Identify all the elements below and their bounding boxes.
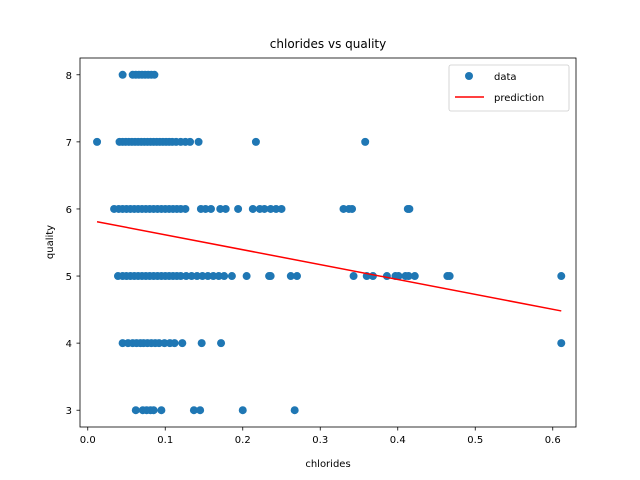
data-point (227, 272, 236, 281)
data-point (186, 137, 195, 146)
y-axis-ticks: 3 4 5 6 7 8 (66, 71, 80, 417)
data-point (557, 272, 566, 281)
data-point (404, 272, 413, 281)
data-point (93, 137, 102, 146)
data-point (149, 406, 158, 415)
data-point (196, 406, 205, 415)
plot-frame (79, 57, 577, 428)
y-tick-label: 6 (66, 205, 72, 216)
x-axis-label: chlorides (305, 459, 350, 470)
data-point (157, 406, 166, 415)
data-point (194, 137, 203, 146)
data-point (266, 272, 275, 281)
x-tick-label: 0.5 (467, 435, 483, 446)
y-axis-label: quality (45, 225, 56, 259)
data-point (394, 272, 403, 281)
y-tick-label: 4 (66, 339, 72, 350)
data-point (220, 272, 229, 281)
data-point (290, 406, 299, 415)
legend-data-marker (465, 72, 473, 80)
data-point (361, 137, 370, 146)
data-point (260, 204, 269, 213)
data-point (197, 339, 206, 348)
data-point (382, 272, 391, 281)
y-tick-label: 5 (66, 272, 72, 283)
data-point (248, 204, 257, 213)
data-point (189, 406, 198, 415)
legend: data prediction (448, 64, 570, 112)
legend-data-label: data (494, 72, 517, 83)
data-point (217, 339, 226, 348)
data-point (445, 272, 454, 281)
data-point (557, 339, 566, 348)
data-point (251, 137, 260, 146)
data-point (178, 339, 187, 348)
x-axis-ticks: 0.0 0.1 0.2 0.3 0.4 0.5 0.6 (80, 427, 561, 446)
data-point (118, 70, 127, 79)
x-tick-label: 0.1 (157, 435, 173, 446)
y-tick-label: 8 (66, 71, 72, 82)
x-tick-label: 0.0 (80, 435, 96, 446)
data-point (277, 204, 286, 213)
data-point (131, 406, 140, 415)
scatter-points (93, 70, 566, 415)
x-tick-label: 0.4 (390, 435, 406, 446)
prediction-line (96, 220, 562, 312)
data-point (181, 204, 190, 213)
legend-prediction-label: prediction (494, 93, 544, 104)
data-point (150, 70, 159, 79)
data-point (348, 204, 357, 213)
y-tick-label: 3 (66, 406, 72, 417)
data-point (221, 204, 230, 213)
data-point (242, 272, 251, 281)
data-point (368, 272, 377, 281)
data-point (405, 204, 414, 213)
x-tick-label: 0.6 (545, 435, 561, 446)
data-point (293, 272, 301, 281)
legend-box (448, 64, 570, 112)
data-point (234, 204, 243, 213)
data-point (238, 406, 247, 415)
data-point (410, 272, 419, 281)
chart-title: chlorides vs quality (270, 37, 386, 51)
data-point (206, 204, 215, 213)
prediction-line-layer (96, 220, 562, 312)
x-tick-label: 0.3 (312, 435, 328, 446)
x-tick-label: 0.2 (235, 435, 251, 446)
data-point (286, 272, 295, 281)
data-point (170, 339, 179, 348)
data-point (349, 272, 358, 281)
y-tick-label: 7 (66, 138, 72, 149)
